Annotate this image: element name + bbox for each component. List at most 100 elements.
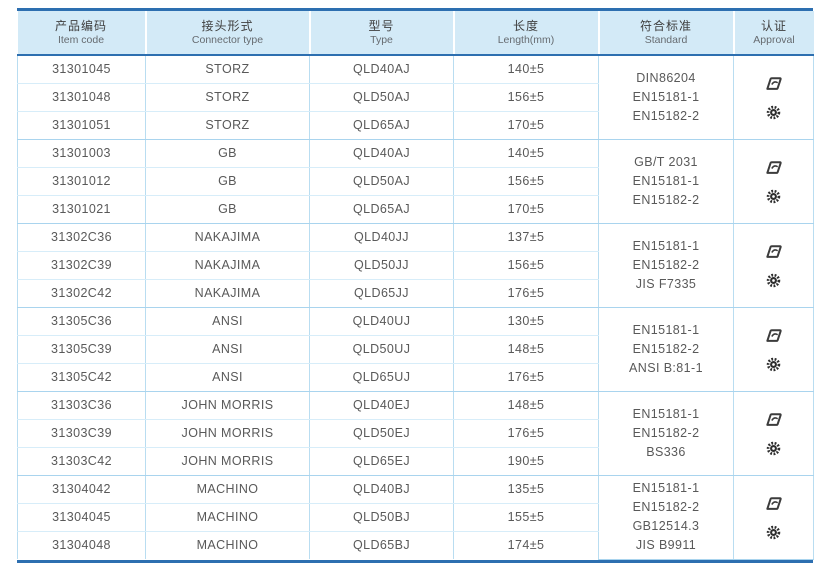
approval-icons: [734, 75, 813, 120]
cell-connector: NAKAJIMA: [145, 251, 310, 280]
cell-connector: STORZ: [145, 55, 310, 84]
cell-type: QLD40BJ: [309, 475, 454, 504]
cell-code: 31304042: [17, 475, 146, 504]
cell-length: 148±5: [453, 335, 599, 364]
cell-standards: EN15181-1 EN15182-2 JIS F7335: [598, 223, 734, 308]
table-row: 31302C39 NAKAJIMA QLD50JJ 156±5: [17, 251, 814, 280]
product-spec-table: 产品编码 Item code 接头形式 Connector type 型号 Ty…: [17, 8, 814, 563]
type-approval-logo-icon: [764, 159, 783, 176]
cell-length: 148±5: [453, 391, 599, 420]
standard-line: EN15182-2: [632, 341, 700, 356]
cell-connector: NAKAJIMA: [145, 223, 310, 252]
cell-connector: MACHINO: [145, 503, 310, 532]
cell-code: 31302C36: [17, 223, 146, 252]
cell-type: QLD40EJ: [309, 391, 454, 420]
cell-code: 31302C39: [17, 251, 146, 280]
table-row: 31302C42 NAKAJIMA QLD65JJ 176±5: [17, 279, 814, 308]
standard-line: BS336: [646, 444, 686, 459]
cell-length: 190±5: [453, 447, 599, 476]
cell-length: 137±5: [453, 223, 599, 252]
cell-type: QLD65EJ: [309, 447, 454, 476]
cell-connector: ANSI: [145, 307, 310, 336]
cell-type: QLD40AJ: [309, 139, 454, 168]
cell-length: 135±5: [453, 475, 599, 504]
cell-length: 155±5: [453, 503, 599, 532]
cell-length: 170±5: [453, 111, 599, 140]
table-row: 31301051 STORZ QLD65AJ 170±5: [17, 111, 814, 140]
standard-line: EN15182-2: [632, 500, 700, 514]
cell-code: 31305C39: [17, 335, 146, 364]
table-body: 31301045 STORZ QLD40AJ 140±5 DIN86204 EN15181…: [17, 55, 814, 560]
header-row: 产品编码 Item code 接头形式 Connector type 型号 Ty…: [17, 11, 814, 56]
cell-type: QLD65JJ: [309, 279, 454, 308]
type-approval-logo-icon: [764, 75, 783, 92]
col-header-length: 长度 Length(mm): [452, 11, 599, 56]
standard-line: EN15182-2: [632, 257, 700, 272]
cell-connector: STORZ: [145, 83, 310, 112]
standard-line: GB/T 2031: [634, 154, 698, 169]
cell-standards: GB/T 2031 EN15181-1 EN15182-2: [598, 139, 734, 224]
cell-type: QLD65UJ: [309, 363, 454, 392]
cell-type: QLD50EJ: [309, 419, 454, 448]
cell-length: 176±5: [453, 363, 599, 392]
type-approval-logo-icon: [764, 495, 783, 512]
table-header: 产品编码 Item code 接头形式 Connector type 型号 Ty…: [17, 11, 814, 56]
cell-code: 31301012: [17, 167, 146, 196]
cell-connector: ANSI: [145, 363, 310, 392]
cell-approval: [733, 139, 814, 224]
col-header-en: Standard: [644, 33, 688, 46]
standard-line: EN15181-1: [632, 173, 700, 188]
table-row: 31302C36 NAKAJIMA QLD40JJ 137±5 EN15181-1 EN1…: [17, 223, 814, 308]
col-header-zh: 接头形式: [201, 18, 254, 33]
approval-icons: [734, 327, 813, 372]
col-header-type: 型号 Type: [308, 11, 454, 56]
table-row: 31305C42 ANSI QLD65UJ 176±5: [17, 363, 814, 392]
cell-length: 130±5: [453, 307, 599, 336]
cell-length: 176±5: [453, 279, 599, 308]
cell-connector: STORZ: [145, 111, 310, 140]
wheelmark-gear-icon: [766, 441, 781, 456]
cell-code: 31302C42: [17, 279, 146, 308]
table-row: 31304048 MACHINO QLD65BJ 174±5: [17, 531, 814, 559]
cell-code: 31301051: [17, 111, 146, 140]
cell-standards: EN15181-1 EN15182-2 ANSI B:81-1: [598, 307, 734, 392]
standard-line: EN15182-2: [632, 192, 700, 207]
cell-code: 31303C42: [17, 447, 146, 476]
cell-type: QLD50AJ: [309, 83, 454, 112]
cell-type: QLD50AJ: [309, 167, 454, 196]
cell-code: 31301048: [17, 83, 146, 112]
standard-line: EN15181-1: [632, 481, 700, 495]
cell-code: 31305C42: [17, 363, 146, 392]
wheelmark-gear-icon: [766, 525, 781, 540]
cell-connector: JOHN MORRIS: [145, 391, 310, 420]
table-row: 31305C36 ANSI QLD40UJ 130±5 EN15181-1 EN15182…: [17, 307, 814, 392]
cell-approval: [733, 55, 814, 140]
cell-length: 140±5: [453, 55, 599, 84]
cell-length: 174±5: [453, 531, 599, 559]
cell-code: 31301021: [17, 195, 146, 224]
approval-icons: [734, 411, 813, 456]
cell-standards: EN15181-1 EN15182-2 BS336: [598, 391, 734, 476]
cell-type: QLD50BJ: [309, 503, 454, 532]
cell-type: QLD40JJ: [309, 223, 454, 252]
col-header-zh: 符合标准: [639, 18, 692, 33]
cell-length: 156±5: [453, 251, 599, 280]
table-row: 31301048 STORZ QLD50AJ 156±5: [17, 83, 814, 112]
cell-type: QLD40UJ: [309, 307, 454, 336]
cell-connector: MACHINO: [145, 531, 310, 559]
cell-length: 156±5: [453, 83, 599, 112]
col-header-en: Length(mm): [497, 33, 555, 46]
wheelmark-gear-icon: [766, 357, 781, 372]
type-approval-logo-icon: [764, 243, 783, 260]
table-row: 31303C39 JOHN MORRIS QLD50EJ 176±5: [17, 419, 814, 448]
col-header-zh: 型号: [368, 18, 395, 33]
wheelmark-gear-icon: [766, 189, 781, 204]
cell-length: 170±5: [453, 195, 599, 224]
cell-approval: [733, 391, 814, 476]
cell-type: QLD65AJ: [309, 111, 454, 140]
col-header-en: Connector type: [191, 33, 264, 46]
standard-line: ANSI B:81-1: [629, 360, 703, 375]
col-header-item-code: 产品编码 Item code: [17, 11, 146, 56]
approval-icons: [734, 159, 813, 204]
standard-line: EN15182-2: [632, 425, 700, 440]
